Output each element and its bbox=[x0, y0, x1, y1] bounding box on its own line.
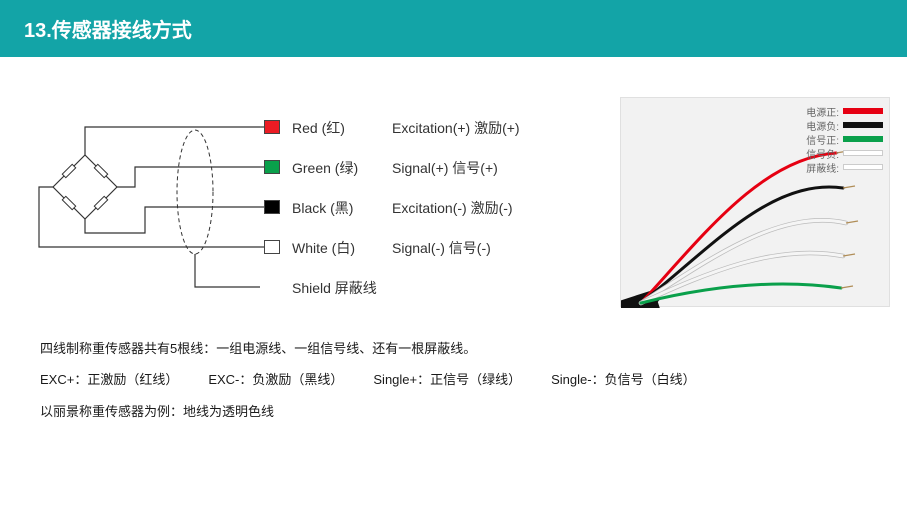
desc-line-1: 四线制称重传感器共有5根线：一组电源线、一组信号线、还有一根屏蔽线。 bbox=[40, 337, 867, 360]
wire-color-block bbox=[264, 200, 280, 214]
desc-item: EXC+：正激励（红线） bbox=[40, 368, 178, 391]
desc-item: Single-：负信号（白线） bbox=[551, 368, 695, 391]
wire-name: White (白) bbox=[292, 238, 355, 258]
desc-item: Single+：正信号（绿线） bbox=[373, 368, 521, 391]
desc-item: EXC-：负激励（黑线） bbox=[208, 368, 343, 391]
desc-definitions: EXC+：正激励（红线） EXC-：负激励（黑线） Single+：正信号（绿线） S… bbox=[40, 368, 867, 391]
legend-label: 信号正: bbox=[806, 132, 839, 147]
wire-name: Shield 屏蔽线 bbox=[292, 278, 377, 298]
wire-name: Black (黑) bbox=[292, 198, 353, 218]
content-area: Red (红) Excitation(+) 激励(+) Green (绿) Signa… bbox=[0, 57, 907, 461]
wire-color-block bbox=[264, 120, 280, 134]
wire-desc: Signal(+) 信号(+) bbox=[392, 158, 498, 178]
legend-row: 信号负: bbox=[806, 146, 883, 160]
legend-label: 屏蔽线: bbox=[806, 160, 839, 175]
legend-swatch bbox=[843, 122, 883, 128]
legend-label: 信号负: bbox=[806, 146, 839, 161]
wire-desc: Excitation(+) 激励(+) bbox=[392, 118, 520, 138]
legend-swatch bbox=[843, 136, 883, 142]
legend-swatch bbox=[843, 150, 883, 156]
legend-label: 电源正: bbox=[806, 104, 839, 119]
legend-row: 信号正: bbox=[806, 132, 883, 146]
cable-photo: 电源正:电源负:信号正:信号负:屏蔽线: bbox=[620, 97, 890, 307]
cable-legend: 电源正:电源负:信号正:信号负:屏蔽线: bbox=[806, 104, 883, 174]
wire-name: Green (绿) bbox=[292, 158, 358, 178]
legend-swatch bbox=[843, 164, 883, 170]
section-header: 13.传感器接线方式 bbox=[0, 0, 907, 57]
wire-color-block bbox=[264, 160, 280, 174]
section-title: 13.传感器接线方式 bbox=[24, 20, 192, 42]
desc-line-3: 以丽景称重传感器为例：地线为透明色线 bbox=[40, 400, 867, 423]
diagram-row: Red (红) Excitation(+) 激励(+) Green (绿) Signa… bbox=[20, 97, 887, 317]
legend-row: 电源正: bbox=[806, 104, 883, 118]
wiring-diagram: Red (红) Excitation(+) 激励(+) Green (绿) Signa… bbox=[20, 97, 610, 317]
legend-row: 电源负: bbox=[806, 118, 883, 132]
cable-illustration: 电源正:电源负:信号正:信号负:屏蔽线: bbox=[620, 97, 890, 307]
legend-label: 电源负: bbox=[806, 118, 839, 133]
description-block: 四线制称重传感器共有5根线：一组电源线、一组信号线、还有一根屏蔽线。 EXC+：… bbox=[20, 317, 887, 441]
wire-desc: Excitation(-) 激励(-) bbox=[392, 198, 513, 218]
legend-row: 屏蔽线: bbox=[806, 160, 883, 174]
wire-color-block bbox=[264, 240, 280, 254]
wire-desc: Signal(-) 信号(-) bbox=[392, 238, 491, 258]
legend-swatch bbox=[843, 108, 883, 114]
wire-name: Red (红) bbox=[292, 118, 345, 138]
